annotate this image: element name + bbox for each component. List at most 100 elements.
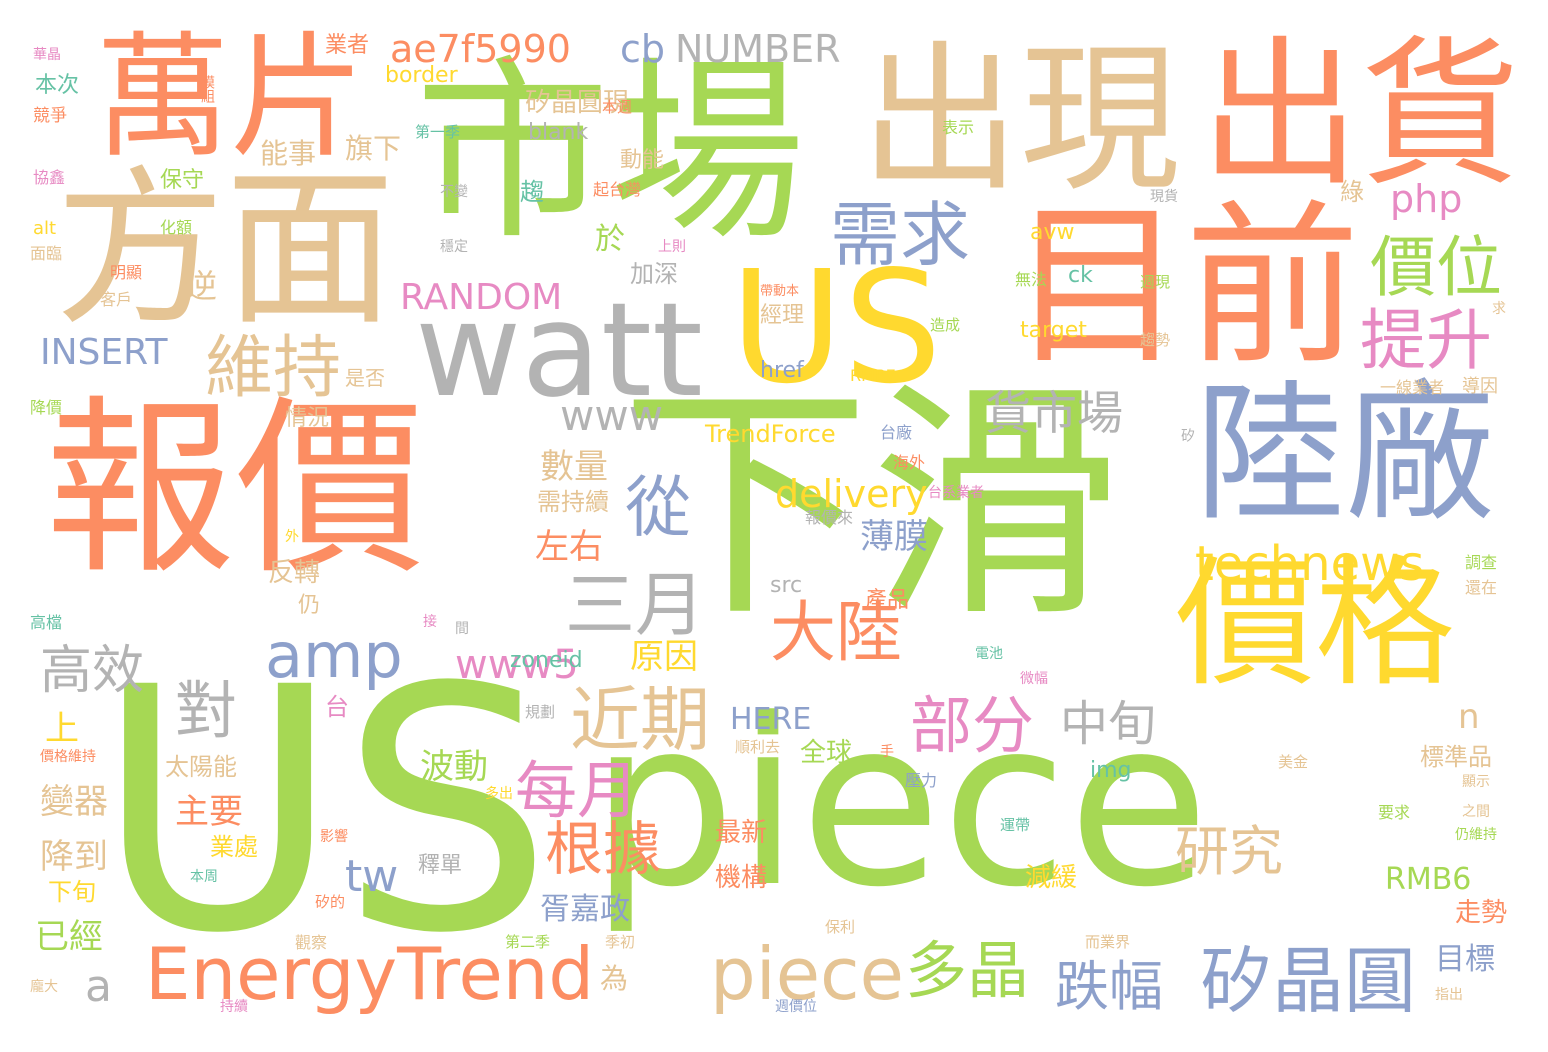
word: 第一季 — [415, 123, 461, 141]
word: 趨勢 — [1140, 331, 1171, 349]
word: 報價 — [45, 379, 426, 600]
word: 機構 — [715, 863, 768, 893]
word: 不變 — [440, 184, 468, 200]
word: 業處 — [210, 833, 258, 861]
word: NUMBER — [675, 27, 841, 71]
word: 目標 — [1435, 942, 1495, 977]
word: 台 — [325, 693, 349, 721]
word: 帶動本 — [760, 284, 800, 299]
word: 高效 — [40, 641, 145, 701]
word: 上 — [45, 709, 79, 749]
word: 胥嘉政 — [540, 892, 630, 927]
word: blank — [528, 120, 589, 145]
word: INSERT — [40, 332, 168, 373]
word: 求 — [1492, 301, 1506, 317]
word: 矽晶圓 — [1200, 939, 1417, 1023]
word: 表示 — [942, 118, 975, 137]
word: img — [1090, 758, 1132, 783]
word: 第二季 — [505, 933, 551, 951]
word: 季初 — [605, 933, 636, 951]
word: 美金 — [1278, 753, 1309, 771]
word: 陸廠 — [1195, 368, 1496, 542]
word: 太陽能 — [165, 753, 237, 781]
word: 反轉 — [268, 558, 321, 588]
word: 情況 — [285, 406, 330, 431]
word: href — [760, 358, 804, 383]
word: technews — [1195, 536, 1425, 592]
word: 起台灣 — [593, 180, 642, 199]
word: 價格 — [1175, 543, 1456, 706]
word: 走勢 — [1455, 898, 1508, 928]
word: 根據 — [545, 815, 662, 883]
word: 逆 — [185, 267, 218, 305]
word: 降價 — [30, 398, 63, 417]
word: 報價來 — [805, 508, 854, 527]
word: cb — [620, 27, 666, 71]
word: 經理 — [760, 303, 805, 328]
word: 是否 — [345, 366, 385, 390]
word: 接 — [423, 614, 437, 630]
word: 仍 — [298, 593, 321, 618]
word: 下滑 — [620, 359, 1120, 650]
word: avw — [1030, 220, 1075, 245]
word: ck — [1068, 263, 1093, 288]
word: 規劃 — [525, 703, 556, 721]
word: 影響 — [320, 829, 348, 845]
word: 研究 — [1175, 820, 1283, 883]
word: 而業界 — [1085, 933, 1131, 951]
word: 方面 — [55, 151, 396, 349]
word: 減緩 — [1025, 863, 1078, 893]
word: 波動 — [420, 747, 488, 787]
word: border — [385, 63, 458, 88]
word: 變器 — [40, 782, 108, 822]
word: 趨 — [520, 178, 544, 206]
word: 客戶 — [100, 290, 133, 309]
word: target — [1020, 318, 1087, 343]
word: 矽晶圓現 — [525, 88, 630, 118]
word: 原因 — [630, 637, 698, 677]
word: 市場 — [415, 39, 805, 266]
word: 電池 — [975, 646, 1003, 662]
word: ae7f5990 — [390, 27, 571, 71]
word: src — [770, 573, 803, 598]
word: 協鑫 — [33, 168, 66, 187]
word: 間 — [455, 621, 469, 637]
word: 台廠 — [880, 423, 913, 442]
word: 本次 — [35, 73, 80, 98]
word: 本周 — [190, 869, 218, 885]
word: 三月 — [565, 564, 705, 646]
word: 從 — [625, 469, 691, 546]
word: 保利 — [825, 918, 856, 936]
word: 仍維持 — [1455, 827, 1497, 843]
word: 維持 — [205, 329, 342, 408]
word: 調查 — [1465, 553, 1498, 572]
word: 部分 — [910, 689, 1035, 762]
word: 綠 — [1340, 178, 1364, 206]
word: 壓力 — [905, 771, 938, 790]
word: 旗下 — [345, 132, 402, 165]
word: 出貨 — [1200, 21, 1521, 208]
word: watt — [415, 274, 703, 426]
word: TrendForce — [705, 420, 836, 448]
word: US — [730, 237, 942, 418]
word: 標準品 — [1420, 743, 1492, 771]
word: 觀察 — [295, 933, 328, 952]
word: piece — [710, 932, 904, 1016]
word: 華晶 — [33, 47, 61, 63]
word: 海外 — [893, 453, 926, 472]
word: a — [85, 961, 112, 1012]
word: 中旬 — [1060, 696, 1157, 752]
word: 明顯 — [110, 263, 143, 282]
word: 模組 — [199, 75, 215, 103]
word: 需求 — [830, 194, 970, 276]
word: 手 — [880, 744, 894, 760]
word: 業者 — [325, 33, 370, 58]
word: delivery — [775, 472, 928, 516]
word: 貨市場 — [985, 386, 1123, 440]
word: 現貨 — [1150, 189, 1178, 205]
word: 最新 — [715, 818, 768, 848]
word: 運帶 — [1000, 816, 1031, 834]
word: 微幅 — [1020, 671, 1048, 687]
word: 出現 — [860, 26, 1181, 213]
